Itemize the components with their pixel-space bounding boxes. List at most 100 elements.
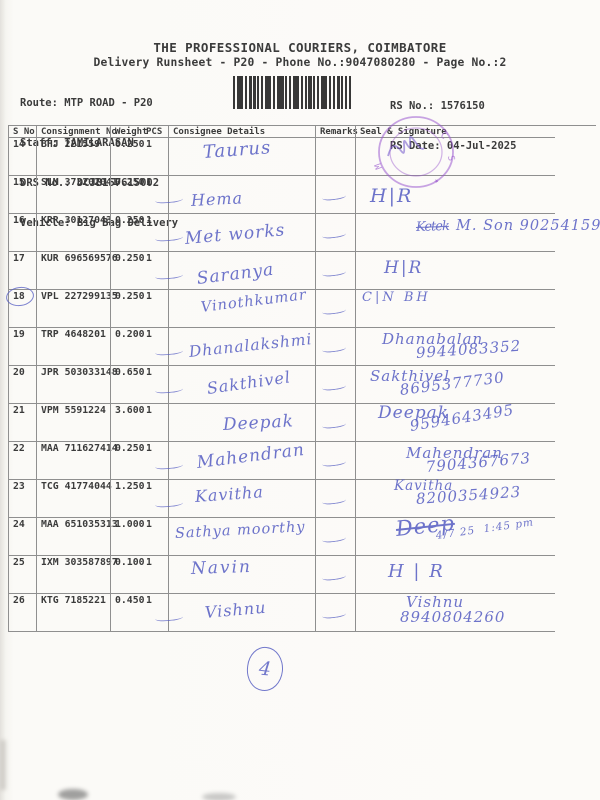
col-header-remarks: Remarks — [315, 126, 358, 137]
pen-dash-mark — [321, 343, 347, 354]
cell-sno: 26 — [8, 594, 36, 631]
cell-consignee: Mahendran — [154, 440, 315, 479]
signature-phone-handwriting: 9944083352 — [415, 336, 522, 362]
cell-consignee: Deepak — [168, 404, 315, 441]
cell-consignee: Taurus — [168, 137, 315, 175]
cell-weight: 0.250 — [110, 252, 145, 289]
table-row: 22 MAA 711627414 0.250 1 Mahendran Mahen… — [8, 440, 555, 480]
cell-sno: 14 — [8, 138, 36, 175]
drs-line: DRS No.: DCJB157615002 — [20, 177, 160, 190]
cell-pcs: 1 — [146, 253, 152, 264]
table-row: 16 KRR 30127043 0.250 1 Met works Ketek M… — [8, 214, 600, 252]
cell-remarks — [315, 176, 355, 213]
scan-edge-artifact — [0, 740, 6, 790]
cell-consignment: TCG 41774044 — [36, 480, 112, 517]
cell-sno: 16 — [8, 214, 36, 251]
cell-pcs: 1 — [146, 405, 152, 416]
consignee-handwriting: Vinothkumar — [199, 287, 308, 316]
cell-consignee: Sathya moorthy — [168, 518, 315, 555]
consignee-handwriting: Kavitha — [194, 482, 265, 506]
cell-seal-signature: Sakthivel 8695377730 — [355, 366, 555, 403]
cell-weight: 0.250 — [110, 138, 145, 175]
vehicle-line: Vehicle: Big Bag Delivery — [20, 217, 179, 230]
cell-remarks — [315, 214, 355, 251]
stamp-signature-scribble — [387, 136, 425, 157]
cell-consignment: SLM 373202041 — [36, 176, 118, 213]
page-title: THE PROFESSIONAL COURIERS, COIMBATORE — [153, 40, 447, 55]
cell-pcs: 1 — [146, 329, 152, 340]
cell-weight: 0.450 — [110, 594, 145, 631]
cell-remarks — [315, 556, 355, 593]
signature-handwriting: C|N BH — [362, 290, 431, 305]
cell-remarks — [315, 290, 355, 327]
cell-consignment: TRP 4648201 — [36, 328, 110, 365]
cell-pcs: 1 — [146, 177, 152, 188]
cell-consignee: Saranya — [154, 252, 315, 289]
cell-consignee: Sakthivel — [154, 366, 315, 403]
cell-pcs: 1 — [146, 443, 152, 454]
cell-consignee: Met works — [154, 214, 315, 251]
cell-weight: 0.250 — [110, 214, 145, 251]
pen-dash-mark — [321, 191, 347, 202]
cell-remarks — [315, 518, 355, 555]
consignee-handwriting: Dhanalakshmi — [187, 330, 314, 361]
cell-consignment: KRR 30127043 — [36, 214, 112, 251]
cell-seal-signature: Deepak 9594643495 — [355, 401, 555, 441]
cell-seal-signature: H | R — [355, 556, 555, 593]
cell-pcs: 1 — [146, 595, 152, 606]
table-row: 24 MAA 651035313 1.000 1 Sathya moorthy … — [8, 511, 555, 556]
table-row: 19 TRP 4648201 0.200 1 Dhanalakshmi Dhan… — [8, 328, 555, 366]
cell-consignee: Vinothkumar — [168, 287, 315, 327]
table-row: 14 BHJ 221559 0.250 1 Taurus — [8, 137, 555, 176]
pen-dash-mark — [321, 495, 347, 506]
cell-seal-signature: C|N BH — [355, 290, 555, 327]
route-line: Route: MTP ROAD - P20 — [20, 96, 153, 109]
scan-smudge — [202, 793, 236, 800]
handwritten-page-number: 4 — [257, 657, 273, 681]
cell-consignment: KTG 7185221 — [36, 594, 110, 631]
cell-weight: 0.200 — [110, 328, 145, 365]
col-header-sno: S No — [8, 126, 36, 137]
signature-phone-handwriting: 8200354923 — [415, 482, 522, 508]
signature-handwriting: H|R — [384, 258, 424, 278]
signature-handwriting: H | R — [388, 561, 445, 582]
table-top-rule — [8, 125, 596, 126]
round-seal-stamp: C S ★ M — [373, 116, 456, 188]
meta-block-right: RS No.: 1576150 RS Date: 04-Jul-2025 — [390, 73, 516, 180]
staff-line: Staff: TAMILARASAN — [20, 137, 134, 150]
barcode — [233, 76, 351, 109]
consignee-handwriting: Hema — [190, 188, 244, 210]
signature-handwriting: Vishnu — [406, 593, 465, 611]
consignee-handwriting: Sakthivel — [205, 367, 293, 398]
cell-pcs: 1 — [146, 519, 152, 530]
consignee-handwriting: Sathya moorthy — [174, 519, 306, 542]
cell-pcs: 1 — [146, 367, 152, 378]
cell-sno: 15 — [8, 176, 36, 213]
scan-smudge — [58, 789, 88, 800]
cell-weight: 0.650 — [110, 366, 145, 403]
cell-consignee: Hema — [154, 176, 315, 213]
consignee-handwriting: Taurus — [202, 137, 272, 163]
signature-handwriting: Kavitha — [394, 478, 454, 494]
pen-dash-mark — [321, 305, 347, 316]
cell-seal-signature: H|R — [355, 252, 555, 289]
col-header-pcs: PCS — [146, 127, 163, 137]
cell-consignment: MAA 651035313 — [36, 518, 118, 555]
cell-remarks — [315, 328, 355, 365]
table-row: 15 SLM 373202041 0.250 1 Hema H|R — [8, 176, 555, 214]
pen-dash-mark — [321, 533, 347, 544]
table-row: 25 IXM 303587897 0.100 1 Navin H | R — [8, 556, 555, 594]
cell-consignment: KUR 696569576 — [36, 252, 118, 289]
cell-pcs: 1 — [146, 215, 152, 226]
cell-consignment: JPR 503033148 — [36, 366, 118, 403]
stamp-glyph: M — [373, 161, 384, 170]
consignee-handwriting: Vishnu — [204, 597, 268, 622]
cell-sno-circled: 18 — [8, 290, 36, 327]
cell-pcs: 1 — [146, 291, 152, 302]
cell-consignment: VPL 227299135 — [36, 290, 118, 327]
cell-seal-signature: Deep 4/7 25 1:45 pm — [355, 511, 555, 555]
cell-pcs: 1 — [146, 139, 152, 150]
cell-sno: 25 — [8, 556, 36, 593]
cell-weight: 0.250 — [110, 290, 145, 327]
cell-consignment: MAA 711627414 — [36, 442, 118, 479]
